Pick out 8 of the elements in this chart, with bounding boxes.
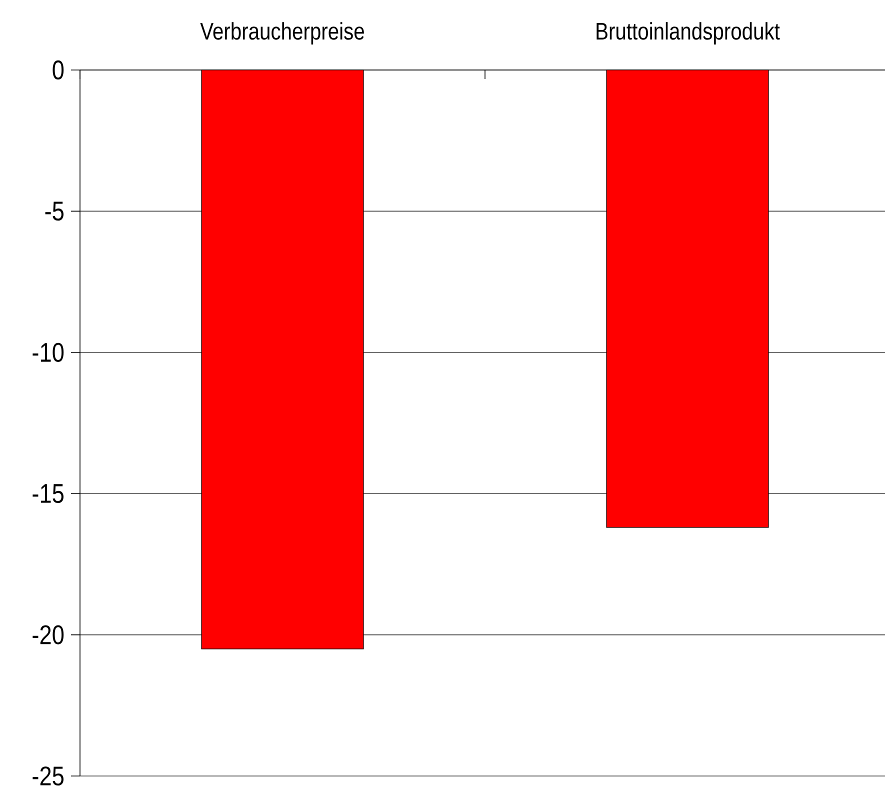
- y-tick-label: -25: [32, 766, 64, 786]
- y-tick-label: 0: [52, 60, 64, 80]
- x-tick-label: Bruttoinlandsprodukt: [596, 22, 780, 44]
- y-tick-label: -15: [32, 484, 64, 504]
- y-tick-label: -10: [32, 342, 64, 362]
- y-tick-label: -5: [45, 202, 64, 221]
- y-tick-label: -20: [32, 625, 64, 644]
- x-tick-label: Verbraucherpreise: [200, 22, 364, 44]
